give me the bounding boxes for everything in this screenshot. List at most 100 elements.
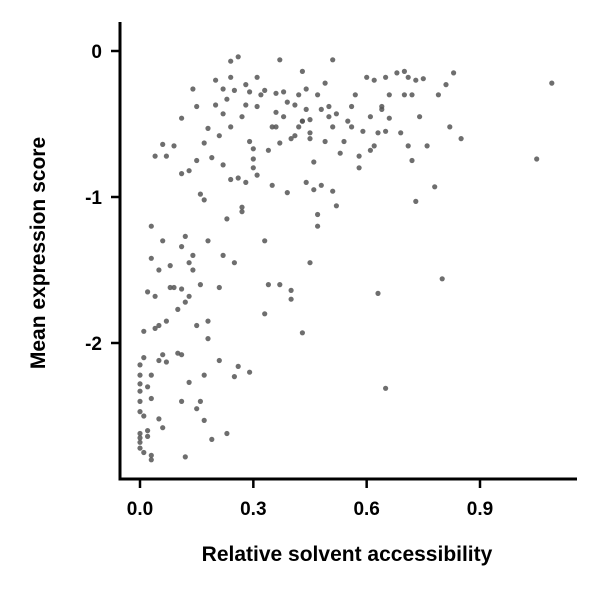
data-point (156, 267, 162, 273)
data-point (243, 82, 249, 88)
data-point (330, 188, 336, 194)
data-point (239, 209, 245, 215)
data-point (307, 136, 313, 142)
data-point (247, 369, 253, 375)
data-point (315, 211, 321, 218)
data-point (318, 182, 324, 188)
x-tick-label: 0.6 (353, 499, 379, 520)
data-point (379, 106, 385, 112)
data-points (137, 54, 555, 463)
data-point (205, 125, 211, 131)
data-point (228, 58, 234, 64)
data-point (224, 96, 230, 102)
data-point (345, 118, 351, 124)
data-point (288, 296, 294, 302)
data-point (141, 355, 147, 361)
data-point (330, 124, 336, 130)
data-point (330, 57, 336, 63)
data-point (190, 267, 196, 273)
data-point (171, 284, 177, 291)
data-point (220, 86, 226, 92)
data-point (137, 381, 143, 387)
data-point (284, 99, 290, 105)
data-point (216, 133, 222, 139)
data-point (375, 290, 381, 296)
data-point (364, 74, 370, 80)
data-point (220, 162, 226, 168)
data-point (322, 80, 328, 86)
x-tick-label: 0.3 (240, 499, 266, 520)
data-point (413, 198, 419, 204)
data-point (315, 92, 321, 98)
y-axis-ticks: 0 -1 -2 (85, 42, 120, 355)
data-point (186, 293, 192, 299)
data-point (137, 398, 143, 404)
y-tick-label: -1 (85, 188, 102, 209)
data-point (231, 260, 237, 266)
data-point (333, 203, 339, 209)
data-point (152, 325, 158, 331)
data-point (194, 322, 200, 329)
data-point (265, 282, 271, 288)
data-point (349, 124, 355, 130)
data-point (356, 165, 362, 171)
data-point (213, 102, 219, 108)
data-point (371, 77, 377, 83)
data-point (141, 449, 147, 456)
data-point (201, 140, 207, 146)
data-point (137, 388, 143, 394)
data-point (228, 74, 234, 80)
data-point (209, 155, 215, 161)
data-point (137, 435, 143, 441)
data-point (322, 138, 328, 145)
data-point (299, 330, 305, 336)
data-point (163, 318, 169, 324)
data-point (284, 190, 290, 196)
data-point (269, 182, 275, 188)
data-point (383, 385, 389, 391)
data-point (160, 425, 166, 431)
data-point (171, 143, 177, 149)
y-tick-label: 0 (91, 42, 102, 63)
data-point (163, 359, 169, 365)
data-point (186, 168, 192, 174)
data-point (277, 57, 283, 63)
data-point (311, 159, 317, 165)
data-point (409, 92, 415, 98)
data-point (318, 106, 324, 112)
data-point (296, 92, 302, 98)
data-point (534, 156, 540, 162)
data-point (303, 106, 309, 112)
x-tick-label: 0.9 (467, 499, 493, 520)
data-point (333, 111, 339, 117)
data-point (137, 372, 143, 378)
data-point (277, 140, 283, 146)
data-point (182, 454, 188, 460)
data-point (148, 223, 154, 229)
data-point (156, 416, 162, 422)
data-point (179, 352, 185, 358)
data-point (352, 92, 358, 98)
data-point (281, 89, 287, 95)
data-point (326, 103, 332, 110)
data-point (299, 118, 305, 124)
data-point (197, 191, 203, 197)
data-point (197, 398, 203, 404)
data-point (250, 156, 256, 162)
data-point (315, 223, 321, 229)
data-point (235, 54, 241, 60)
data-point (186, 260, 192, 266)
data-point (258, 92, 264, 98)
data-point (148, 395, 154, 402)
data-point (311, 187, 317, 193)
data-point (349, 103, 355, 110)
data-point (156, 322, 162, 329)
data-point (273, 90, 279, 96)
data-point (337, 150, 343, 156)
x-axis-title: Relative solvent accessibility (202, 543, 493, 566)
data-point (179, 398, 185, 404)
data-point (273, 109, 279, 115)
data-point (186, 379, 192, 385)
data-point (375, 130, 381, 136)
x-tick-label: 0.0 (127, 499, 153, 520)
